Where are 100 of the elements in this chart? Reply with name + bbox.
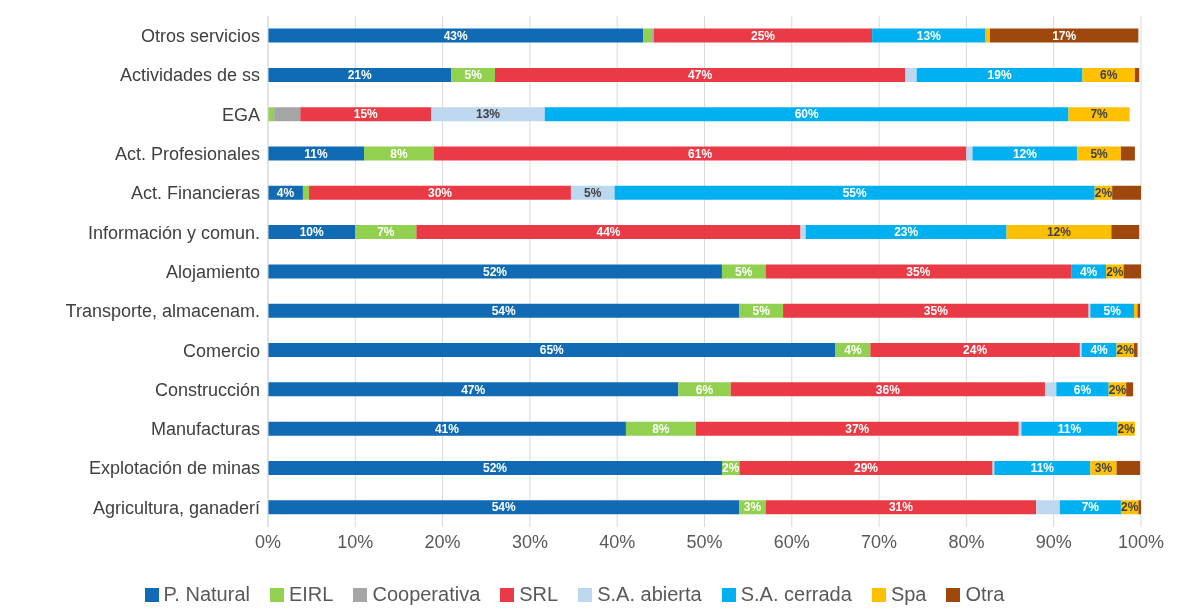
data-label: 5%	[1103, 303, 1122, 318]
data-label: 55%	[842, 186, 867, 201]
bar	[765, 500, 1037, 515]
data-label: 3%	[743, 500, 762, 515]
bar	[1123, 264, 1141, 279]
data-label: 2%	[1108, 382, 1127, 397]
y-tick-label: EGA	[221, 104, 260, 125]
data-label: 52%	[482, 264, 508, 279]
bar	[300, 107, 432, 122]
y-tick-label: Otros servicios	[140, 26, 260, 47]
bar	[268, 67, 452, 82]
data-label: 6%	[1073, 382, 1092, 397]
x-tick-label: 100%	[1117, 531, 1165, 552]
data-label: 11%	[1057, 421, 1082, 436]
y-tick-label: Información y comun.	[87, 222, 260, 243]
bar	[872, 28, 986, 43]
legend-label: S.A. cerrada	[740, 583, 852, 606]
data-label: 2%	[1094, 186, 1113, 201]
x-tick-label: 90%	[1035, 531, 1072, 552]
bar	[1044, 382, 1057, 397]
bar	[905, 67, 917, 82]
legend-label: EIRL	[288, 583, 334, 606]
data-label: 15%	[353, 107, 379, 122]
bar	[268, 303, 740, 318]
data-label: 6%	[695, 382, 714, 397]
bar	[783, 303, 1089, 318]
data-label: 61%	[688, 146, 713, 161]
bar	[268, 264, 722, 279]
x-tick-label: 50%	[686, 531, 723, 552]
bar	[1112, 185, 1141, 200]
bar	[916, 67, 1083, 82]
legend-label: S.A. abierta	[597, 583, 702, 606]
data-label: 35%	[923, 303, 949, 318]
data-label: 7%	[377, 225, 395, 240]
data-label: 2%	[1117, 421, 1136, 436]
data-label: 25%	[750, 28, 776, 43]
data-label: 23%	[894, 225, 919, 240]
bar	[989, 28, 1139, 43]
bar	[1126, 382, 1134, 397]
bar	[1116, 460, 1141, 475]
data-label: 13%	[916, 28, 942, 43]
data-label: 10%	[299, 225, 324, 240]
bar	[985, 28, 990, 43]
data-label: 4%	[276, 186, 295, 201]
bar	[274, 107, 301, 122]
bar	[433, 146, 967, 161]
bar	[800, 225, 806, 240]
data-label: 2%	[1116, 343, 1135, 358]
data-label: 8%	[390, 146, 408, 161]
data-label: 52%	[482, 461, 508, 476]
legend-label: P. Natural	[163, 583, 250, 606]
data-label: 2%	[1120, 500, 1139, 515]
data-label: 24%	[963, 343, 988, 358]
bar	[1134, 67, 1140, 82]
bar	[268, 28, 644, 43]
bar	[805, 225, 1007, 240]
data-label: 31%	[888, 500, 914, 515]
data-label: 54%	[491, 500, 517, 515]
x-tick-label: 70%	[861, 531, 898, 552]
bar	[268, 343, 836, 358]
bar	[739, 460, 993, 475]
y-tick-label: Agricultura, ganaderí	[92, 497, 260, 518]
y-tick-label: Act. Profesionales	[114, 143, 260, 164]
data-label: 2%	[722, 461, 740, 476]
x-tick-label: 30%	[511, 531, 548, 552]
y-tick-label: Alojamiento	[165, 261, 260, 282]
data-label: 13%	[475, 107, 501, 122]
legend-label: Cooperativa	[372, 583, 481, 606]
data-label: 17%	[1052, 28, 1077, 43]
bar	[765, 264, 1072, 279]
data-label: 29%	[853, 461, 879, 476]
x-tick-label: 20%	[424, 531, 461, 552]
y-tick-label: Comercio	[182, 340, 260, 361]
y-tick-label: Explotación de minas	[88, 458, 260, 479]
y-tick-label: Construcción	[154, 379, 260, 400]
bar	[268, 460, 722, 475]
bar	[653, 28, 873, 43]
bar	[268, 500, 740, 515]
x-tick-label: 40%	[599, 531, 636, 552]
bar	[1134, 343, 1138, 358]
bar	[1120, 146, 1135, 161]
x-tick-label: 10%	[337, 531, 374, 552]
bar	[416, 225, 801, 240]
data-label: 12%	[1046, 225, 1072, 240]
data-label: 5%	[464, 68, 483, 83]
y-tick-label: Act. Financieras	[130, 183, 260, 204]
data-label: 4%	[844, 343, 862, 358]
bar	[695, 421, 1019, 436]
data-label: 35%	[906, 264, 931, 279]
data-label: 41%	[434, 421, 460, 436]
y-tick-label: Manufacturas	[150, 419, 260, 440]
data-label: 65%	[539, 343, 565, 358]
data-label: 5%	[1090, 146, 1109, 161]
y-tick-label: Actividades de ss	[119, 65, 260, 86]
bar	[1036, 500, 1060, 515]
y-tick-label: Transporte, almacenam.	[65, 301, 260, 322]
data-label: 11%	[304, 146, 329, 161]
x-tick-label: 0%	[254, 531, 282, 552]
data-label: 43%	[443, 28, 469, 43]
legend-label: Spa	[890, 583, 927, 606]
